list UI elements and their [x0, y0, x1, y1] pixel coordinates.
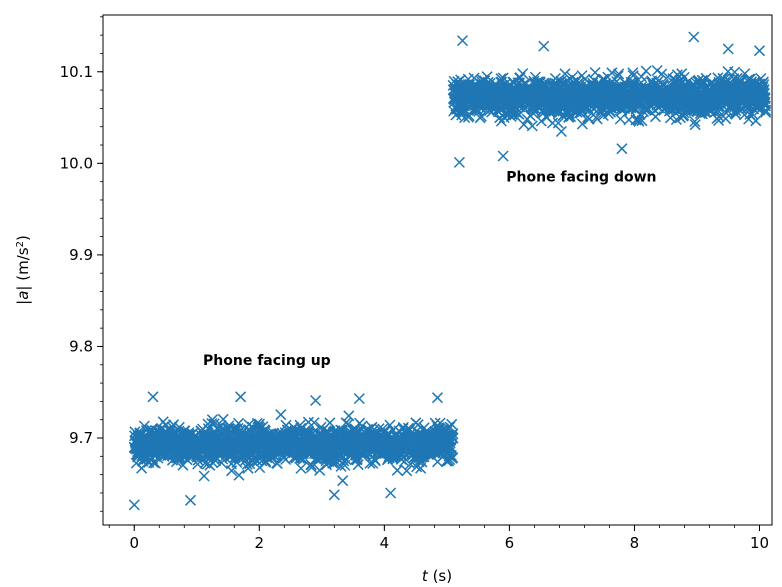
y-tick-label: 10.1: [60, 63, 93, 81]
data-point: [616, 143, 628, 155]
y-tick-label: 9.8: [69, 337, 93, 355]
x-tick-label: 10: [750, 534, 769, 552]
axis-tick-labels: 0 2 4 6 8 10 9.7 9.8 9.9 10.0 10.1: [60, 63, 769, 552]
data-point: [206, 417, 218, 430]
data-point: [614, 113, 626, 125]
data-point: [591, 113, 603, 125]
data-point: [352, 459, 364, 471]
data-point: [526, 120, 538, 132]
data-point: [384, 419, 396, 431]
y-tick-label: 9.9: [69, 246, 93, 264]
data-point: [401, 465, 413, 477]
data-point: [233, 469, 245, 481]
x-tick-label: 0: [129, 534, 139, 552]
data-point: [494, 112, 506, 124]
data-point: [275, 409, 287, 421]
data-point: [555, 125, 567, 138]
data-point: [636, 115, 648, 127]
data-point: [310, 394, 322, 407]
data-point: [627, 67, 639, 79]
axis-ticks: [97, 16, 760, 531]
data-point: [353, 393, 365, 405]
data-point: [338, 455, 350, 467]
plot-frame: [102, 14, 773, 526]
data-point: [328, 489, 340, 501]
data-point: [689, 119, 701, 131]
x-tick-label: 2: [255, 534, 265, 552]
x-tick-label: 8: [630, 534, 640, 552]
data-point: [177, 459, 189, 471]
data-point: [640, 65, 652, 77]
data-point: [760, 106, 772, 118]
annotation-label: Phone facing down: [506, 170, 656, 186]
data-point: [535, 115, 547, 127]
data-point: [538, 40, 550, 52]
x-axis-label: t (s): [422, 567, 452, 585]
x-tick-label: 6: [505, 534, 515, 552]
data-point: [235, 391, 247, 403]
data-point: [446, 418, 458, 430]
data-point: [295, 462, 307, 474]
data-point: [447, 432, 459, 444]
data-point: [760, 104, 772, 116]
data-point: [184, 494, 197, 506]
data-point: [431, 392, 444, 404]
data-point: [753, 45, 766, 57]
data-point: [613, 68, 625, 80]
data-point: [456, 35, 469, 47]
data-point: [649, 111, 662, 123]
data-points: [128, 31, 772, 511]
data-point: [434, 417, 446, 429]
data-point: [552, 117, 564, 129]
data-point: [447, 451, 459, 464]
data-point: [722, 43, 734, 55]
y-tick-label: 10.0: [60, 154, 93, 172]
data-point: [713, 111, 725, 123]
data-point: [656, 68, 668, 80]
data-point: [758, 79, 770, 91]
data-point: [475, 110, 487, 122]
data-point: [453, 156, 465, 168]
data-point: [226, 465, 238, 477]
data-point: [337, 475, 349, 487]
data-point: [280, 453, 292, 466]
annotation-label: Phone facing up: [203, 353, 331, 369]
data-point: [198, 470, 210, 482]
data-point: [324, 417, 336, 429]
data-point: [576, 118, 588, 130]
annotations: Phone facing up Phone facing down: [203, 170, 656, 369]
x-tick-label: 4: [380, 534, 390, 552]
data-point: [583, 113, 595, 125]
data-point: [729, 66, 741, 78]
data-point: [314, 464, 326, 476]
data-point: [671, 69, 683, 81]
data-point: [343, 410, 355, 422]
data-point: [391, 464, 403, 476]
data-point: [128, 499, 140, 511]
data-point: [385, 487, 397, 499]
data-point: [147, 391, 159, 403]
y-tick-label: 9.7: [69, 429, 93, 447]
data-point: [447, 428, 459, 440]
data-point: [517, 68, 529, 80]
data-point: [364, 457, 376, 469]
data-point: [688, 31, 700, 43]
data-point: [497, 150, 509, 162]
data-point: [750, 115, 762, 127]
y-axis-label: |a| (m/s2): [14, 235, 32, 305]
